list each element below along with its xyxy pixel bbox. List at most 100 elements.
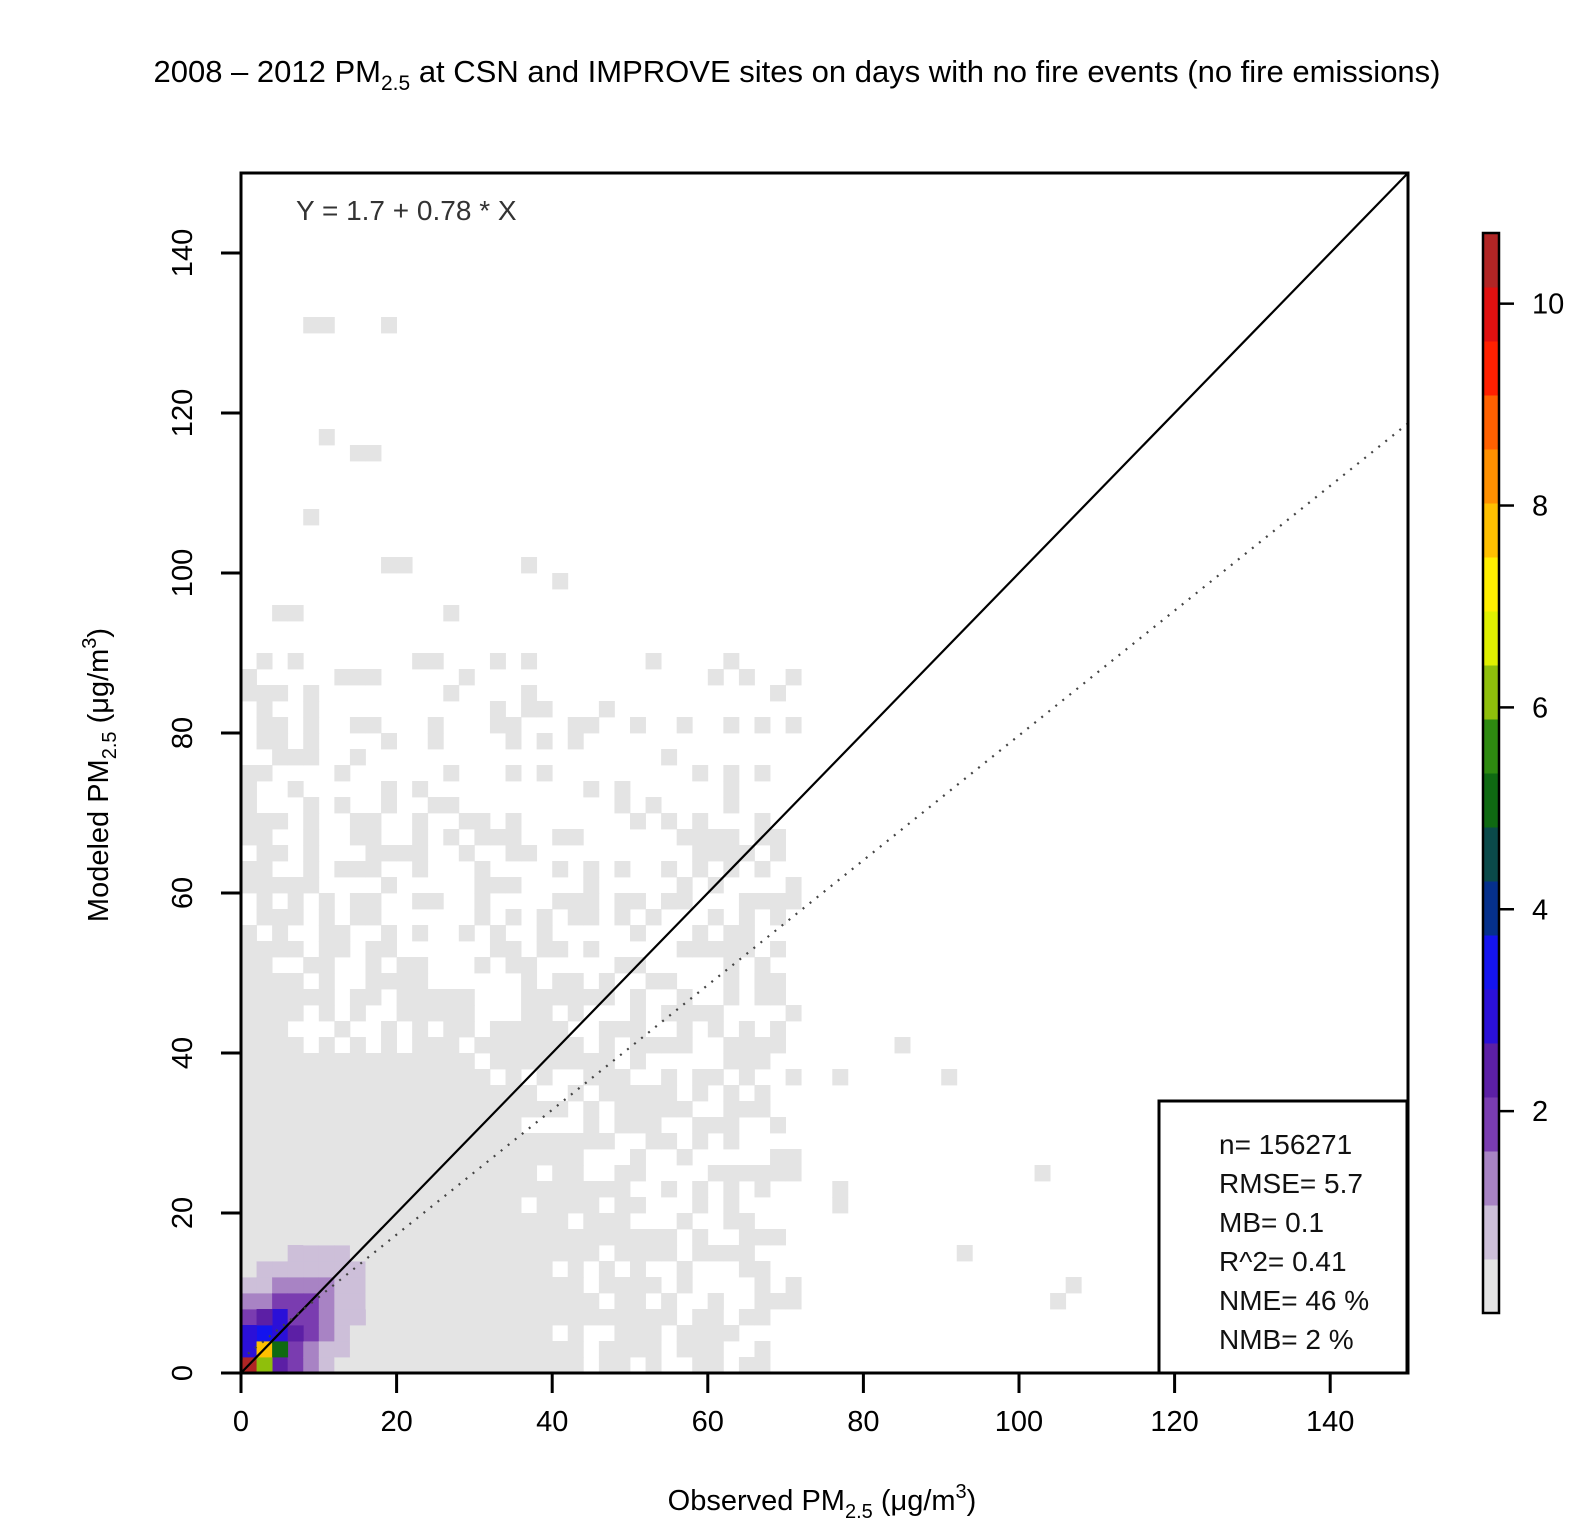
low-density-cell (723, 989, 740, 1006)
low-density-cell (505, 1245, 522, 1262)
low-density-cell (754, 1165, 771, 1182)
low-density-cell (381, 1181, 397, 1198)
low-density-cell (521, 845, 538, 862)
sparse-cell (287, 605, 304, 622)
low-density-cell (474, 1165, 491, 1182)
low-density-cell (412, 1213, 429, 1230)
low-density-cell (318, 893, 335, 910)
sparse-cell (349, 445, 366, 462)
low-density-cell (318, 925, 335, 942)
low-density-cell (630, 1101, 646, 1118)
sparse-cell (303, 317, 320, 334)
x-tick-label: 0 (233, 1406, 249, 1438)
low-density-cell (536, 1357, 553, 1374)
low-density-cell (567, 1085, 584, 1102)
low-density-cell (521, 1085, 538, 1102)
low-density-cell (241, 797, 257, 814)
density-cell (349, 1309, 366, 1326)
low-density-cell (427, 1213, 444, 1230)
low-density-cell (630, 1085, 646, 1102)
low-density-cell (287, 1133, 304, 1150)
low-density-cell (396, 1053, 413, 1070)
low-density-cell (489, 1165, 506, 1182)
low-density-cell (552, 861, 569, 878)
low-density-cell (583, 1293, 600, 1310)
low-density-cell (770, 973, 786, 990)
low-density-cell (505, 957, 522, 974)
low-density-cell (427, 1149, 444, 1166)
density-cell (303, 1261, 320, 1278)
low-density-cell (754, 1037, 771, 1054)
low-density-cell (489, 1325, 506, 1342)
low-density-cell (489, 1229, 506, 1246)
low-density-cell (334, 941, 351, 958)
low-density-cell (598, 701, 615, 718)
low-density-cell (505, 1213, 522, 1230)
low-density-cell (241, 1181, 257, 1198)
low-density-cell (645, 1229, 662, 1246)
density-cell (272, 1357, 289, 1374)
low-density-cell (521, 1357, 538, 1374)
low-density-cell (381, 1021, 397, 1038)
low-density-cell (256, 765, 273, 782)
low-density-cell (349, 1197, 366, 1214)
colorbar-tick-label: 2 (1532, 1096, 1548, 1128)
low-density-cell (630, 1261, 646, 1278)
density-cell (365, 1277, 382, 1294)
low-density-cell (552, 1309, 569, 1326)
low-density-cell (272, 717, 289, 734)
low-density-cell (521, 1149, 538, 1166)
low-density-cell (412, 893, 429, 910)
low-density-cell (349, 1165, 366, 1182)
low-density-cell (427, 1197, 444, 1214)
low-density-cell (396, 1277, 413, 1294)
low-density-cell (241, 1005, 257, 1022)
colorbar-swatch (1483, 1205, 1499, 1260)
low-density-cell (241, 1021, 257, 1038)
low-density-cell (489, 1277, 506, 1294)
low-density-cell (676, 1213, 693, 1230)
low-density-cell (521, 653, 538, 670)
low-density-cell (645, 973, 662, 990)
low-density-cell (241, 1101, 257, 1118)
low-density-cell (692, 1229, 709, 1246)
low-density-cell (630, 717, 646, 734)
low-density-cell (521, 1021, 538, 1038)
low-density-cell (396, 1069, 413, 1086)
low-density-cell (412, 1277, 429, 1294)
colorbar-swatch (1483, 341, 1499, 396)
low-density-cell (272, 1149, 289, 1166)
low-density-cell (614, 1325, 631, 1342)
high-density-cell (272, 1309, 289, 1326)
low-density-cell (443, 1309, 460, 1326)
low-density-cell (287, 1005, 304, 1022)
low-density-cell (723, 1133, 740, 1150)
colorbar-swatch (1483, 503, 1499, 558)
low-density-cell (474, 1069, 491, 1086)
y-axis: 0 20 40 60 80 100 120 140 (167, 229, 243, 1381)
low-density-cell (536, 1069, 553, 1086)
low-density-cell (754, 717, 771, 734)
sparse-cell (365, 717, 382, 734)
low-density-cell (489, 941, 506, 958)
low-density-cell (489, 1133, 506, 1150)
low-density-cell (443, 1037, 460, 1054)
low-density-cell (381, 781, 397, 798)
low-density-cell (536, 1213, 553, 1230)
low-density-cell (521, 973, 538, 990)
low-density-cell (645, 1085, 662, 1102)
low-density-cell (676, 1101, 693, 1118)
low-density-cell (427, 989, 444, 1006)
low-density-cell (381, 1325, 397, 1342)
low-density-cell (381, 1037, 397, 1054)
sparse-cell (318, 429, 335, 446)
sparse-cell (521, 557, 538, 574)
low-density-cell (661, 1101, 678, 1118)
sparse-cell (536, 733, 553, 750)
low-density-cell (489, 1341, 506, 1358)
low-density-cell (614, 1213, 631, 1230)
stats-text: n= 156271 RMSE= 5.7 MB= 0.1 R^2= 0.41 NME= 4… (1219, 1129, 1369, 1355)
low-density-cell (567, 829, 584, 846)
low-density-cell (505, 1277, 522, 1294)
low-density-cell (272, 845, 289, 862)
